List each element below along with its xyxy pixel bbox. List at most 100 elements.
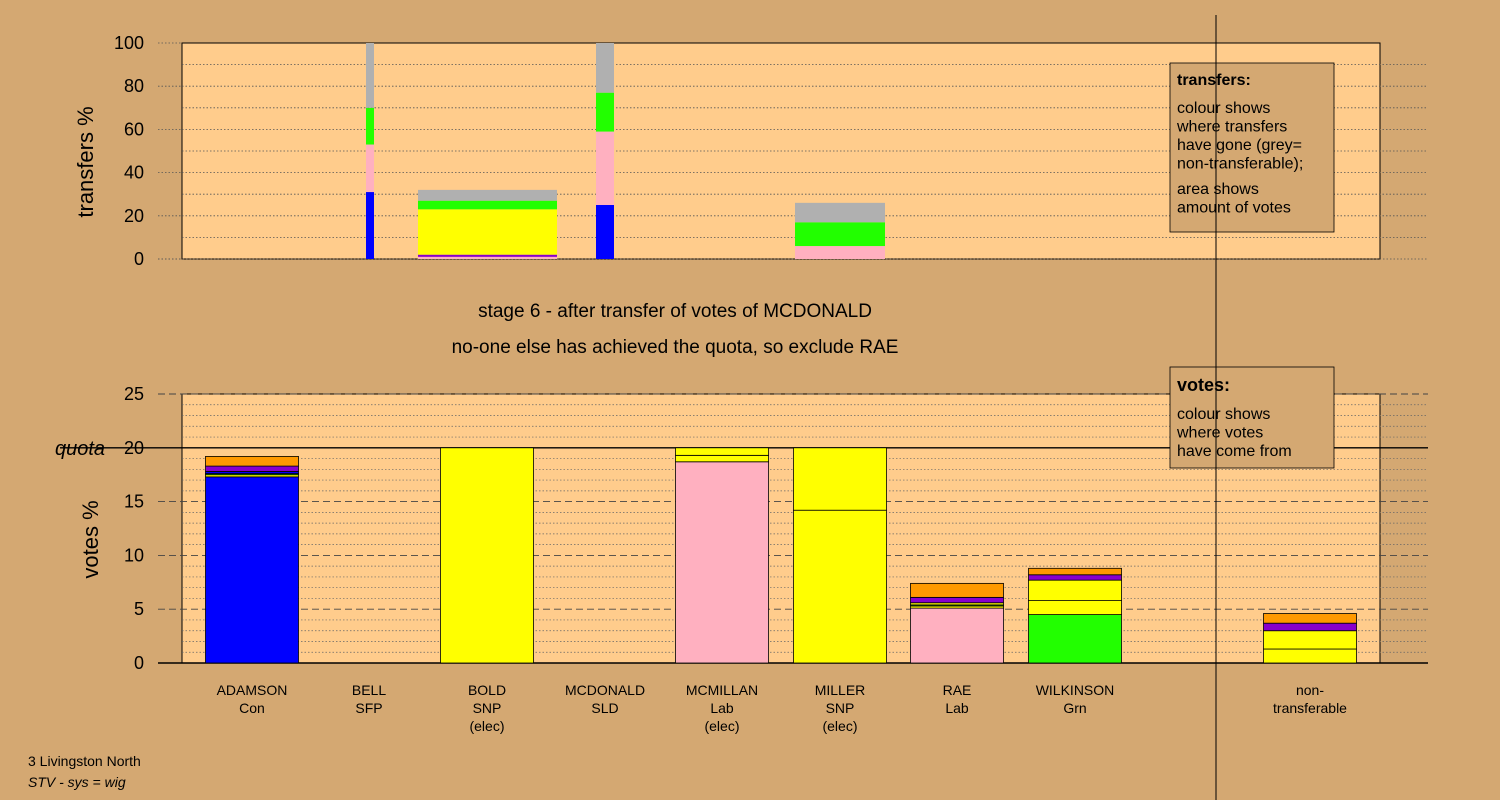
candidate-label-line: SFP [355,700,382,716]
candidate-label-line: MCMILLAN [686,682,758,698]
candidate-label-line: MILLER [815,682,866,698]
candidate-label: BOLD SNP (elec) [468,682,506,734]
candidate-label-line: Lab [710,700,734,716]
votes-tick-label: 5 [134,599,144,619]
vote-segment-snp [1028,600,1122,615]
vote-segment-snp [1263,630,1357,650]
transfer-segment-lab [596,131,614,205]
transfer-segment-lab [795,246,885,259]
vote-segment-sld [205,456,299,467]
constituency-label: 3 Livingston North [28,753,141,769]
candidate-label-line: RAE [943,682,972,698]
transfers-legend-box [1169,62,1335,233]
votes-tick-label: 20 [124,438,144,458]
transfer-bar-bold [418,189,557,259]
candidate-label: MILLER SNP (elec) [815,682,866,734]
candidate-label-line: WILKINSON [1036,682,1115,698]
candidate-label: MCMILLAN Lab (elec) [686,682,758,734]
candidate-label: non-transferable [1273,682,1347,716]
quota-label: quota [55,438,105,460]
votes-legend-text: have come from [1177,443,1292,460]
transfers-legend-title: transfers: [1177,72,1251,89]
transfer-segment-grn [596,92,614,132]
transfers-legend-text: colour shows [1177,100,1270,117]
candidate-label-line: transferable [1273,700,1347,716]
transfers-tick-label: 60 [124,119,144,139]
candidate-label-line: SNP [826,700,855,716]
system-label: STV - sys = wig [28,774,126,790]
candidate-label-line: BOLD [468,682,506,698]
candidate-label: MCDONALD SLD [565,682,645,716]
transfer-segment-grn [795,222,885,247]
transfer-segment-sfp [418,254,557,257]
candidate-label-line: non- [1296,682,1324,698]
vote-segment-snp [793,509,887,664]
candidate-label-line: MCDONALD [565,682,645,698]
candidate-label-line: SNP [473,700,502,716]
stage-note: no-one else has achieved the quota, so e… [451,337,899,358]
transfer-bar-bell [366,43,374,259]
candidate-label-line: ADAMSON [217,682,288,698]
candidate-label-line: SLD [591,700,618,716]
transfer-segment-grn [366,107,374,145]
transfers-legend-text: area shows [1177,181,1259,198]
transfer-bar-mcdonald [596,43,614,259]
vote-segment-sld [1263,613,1357,624]
transfers-legend: transfers: colour shows where transfershav… [1169,62,1335,233]
vote-segment-snp [1263,648,1357,664]
vote-segment-sfp [1263,622,1357,632]
transfers-legend-text: non-transferable); [1177,156,1303,173]
votes-tick-label: 15 [124,492,144,512]
vote-segment-sld [1028,567,1122,576]
candidate-label-line: BELL [352,682,386,698]
candidate-label-line: Grn [1063,700,1086,716]
candidate-label-line: Lab [945,700,969,716]
vote-segment-snp [1028,579,1122,601]
transfer-segment-lab [418,256,557,259]
transfer-segment-con [366,192,374,259]
vote-bar-adamson [205,456,299,664]
vote-segment-snp [675,454,769,463]
transfer-segment-nontransferable [418,189,557,201]
transfers-tick-label: 20 [124,206,144,226]
transfers-axis-label: transfers % [73,106,98,217]
votes-legend-text: colour shows [1177,406,1270,423]
votes-tick-label: 25 [124,384,144,404]
votes-legend-box [1169,366,1335,469]
votes-legend-title: votes: [1177,375,1230,395]
vote-segment-sfp [1028,574,1122,581]
candidate-label: BELL SFP [352,682,386,716]
transfers-legend-text: where transfers [1176,119,1287,136]
candidate-label: RAE Lab [943,682,972,716]
transfers-tick-label: 80 [124,76,144,96]
vote-segment-snp [440,447,534,664]
vote-segment-snp [675,447,769,456]
transfer-segment-grn [418,200,557,210]
transfer-segment-lab [366,144,374,193]
candidate-label: ADAMSON Con [217,682,288,716]
votes-tick-label: 0 [134,653,144,673]
transfers-tick-label: 100 [114,33,144,53]
vote-bar-miller [793,447,887,664]
legends: transfers: colour shows where transfers hav… [1169,62,1335,469]
vote-segment-lab [675,461,769,664]
vote-bar-rae [910,582,1004,664]
transfer-segment-nontransferable [366,43,374,108]
vote-bar-bold [440,447,534,664]
stage-title: stage 6 - after transfer of votes of MCD… [478,301,872,322]
transfer-segment-con [596,205,614,259]
vote-segment-sfp [205,465,299,472]
transfers-tick-label: 40 [124,163,144,183]
votes-tick-label: 10 [124,545,144,565]
votes-legend-text: where votes [1176,425,1263,442]
votes-axis-label: votes % [78,500,103,578]
vote-segment-grn [1028,614,1122,664]
transfer-segment-nontransferable [596,43,614,93]
candidate-label-line: Con [239,700,265,716]
vote-segment-sfp [910,596,1004,604]
transfer-segment-nontransferable [795,202,885,223]
transfer-bar-miller [795,202,885,259]
